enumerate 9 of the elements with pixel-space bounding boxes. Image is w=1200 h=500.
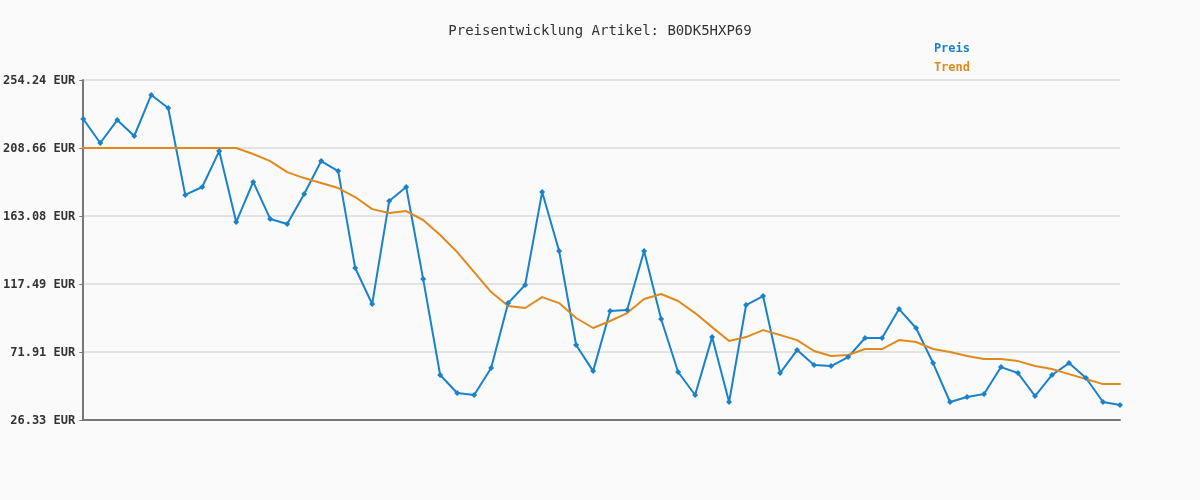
y-tick-label: 71.91 EUR	[10, 345, 77, 359]
chart-title: Preisentwicklung Artikel: B0DK5HXP69	[448, 22, 752, 38]
y-tick-label: 117.49 EUR	[3, 277, 77, 292]
y-tick-label: 254.24 EUR	[3, 73, 77, 87]
y-tick-label: 208.66 EUR	[3, 141, 77, 155]
y-tick-label: 163.08 EUR	[3, 208, 77, 223]
text: Preis	[933, 41, 970, 55]
text: Trend	[933, 60, 970, 74]
y-tick-label: 26.33 EUR	[10, 413, 77, 427]
